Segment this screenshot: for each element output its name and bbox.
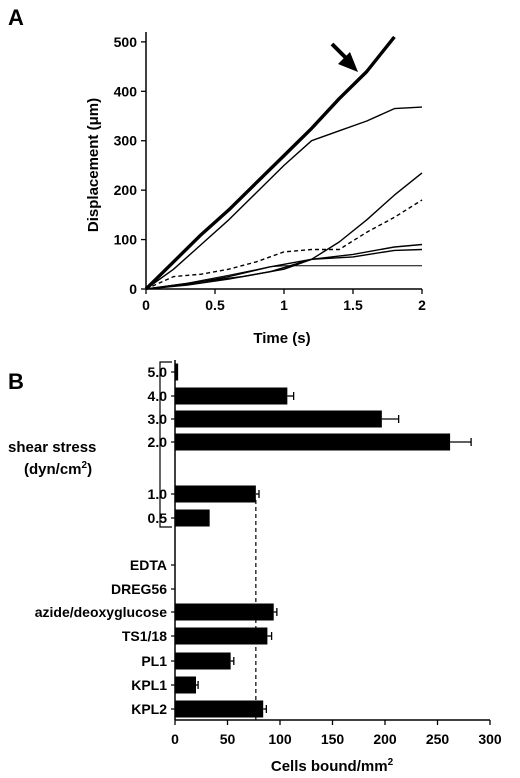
category-label: 0.5 (148, 510, 168, 526)
y-tick-label: 200 (114, 182, 138, 198)
category-label: 5.0 (148, 364, 168, 380)
bar (175, 509, 210, 527)
panel-a-y-axis-label: Displacement (μm) (85, 98, 102, 232)
category-label: 1.0 (148, 486, 168, 502)
bar (175, 676, 196, 694)
series-line-5 (145, 243, 423, 290)
category-label: EDTA (130, 557, 167, 573)
bar (175, 652, 231, 670)
y-tick-label: 0 (129, 281, 137, 297)
series-line-3 (145, 172, 423, 290)
category-label: 3.0 (148, 411, 168, 427)
x-tick-label: 1.5 (343, 297, 363, 313)
panel-b-axes: 0 50 100 150 200 250 300 5.0 4.0 3.0 2.0 1.0 0.5 EDTA… (35, 360, 502, 747)
category-label: 4.0 (148, 388, 168, 404)
bar (175, 433, 451, 451)
bar (175, 700, 264, 718)
annotation-arrow (330, 42, 358, 72)
y-tick-label: 300 (114, 133, 138, 149)
category-label: azide/deoxyglucose (35, 604, 167, 620)
shear-stress-bracket (159, 361, 172, 528)
panel-a-plot-area (144, 35, 423, 291)
series-line-2 (145, 106, 423, 290)
x-tick-label: 100 (268, 731, 292, 747)
x-tick-label: 250 (426, 731, 450, 747)
panel-b-label: B (8, 369, 24, 394)
x-tick-label: 0 (171, 731, 179, 747)
y-tick-label: 400 (114, 83, 138, 99)
category-label: TS1/18 (122, 628, 167, 644)
y-tick-label: 100 (114, 232, 138, 248)
bar (175, 627, 268, 645)
x-tick-label: 2 (418, 297, 426, 313)
x-tick-label: 0.5 (205, 297, 225, 313)
y-tick-label: 500 (114, 34, 138, 50)
panel-b-x-axis-label: Cells bound/mm2 (271, 757, 394, 775)
shear-stress-label: shear stress (8, 439, 96, 456)
shear-stress-units: (dyn/cm2) (24, 460, 92, 478)
bar (175, 485, 256, 503)
bar (175, 603, 274, 621)
panel-a-label: A (8, 5, 24, 30)
panel-b-plot-area (175, 363, 472, 718)
category-label: 2.0 (148, 434, 168, 450)
panel-a-x-axis-label: Time (s) (253, 330, 310, 347)
bar (175, 410, 382, 428)
x-tick-label: 50 (220, 731, 236, 747)
series-line-4 (145, 199, 423, 290)
x-tick-label: 0 (142, 297, 150, 313)
category-label: KPL1 (131, 677, 167, 693)
x-tick-label: 300 (478, 731, 502, 747)
bar (175, 363, 179, 381)
panel-a-axes: 0 100 200 300 400 500 0 0.5 1 1.5 2 (114, 32, 426, 313)
category-label: PL1 (141, 653, 167, 669)
series-line-7 (145, 265, 422, 290)
x-tick-label: 1 (280, 297, 288, 313)
category-label: DREG56 (111, 581, 167, 597)
x-tick-label: 150 (321, 731, 345, 747)
x-tick-label: 200 (373, 731, 397, 747)
bar (175, 387, 288, 405)
series-line-1 (144, 35, 396, 291)
category-label: KPL2 (131, 701, 167, 717)
